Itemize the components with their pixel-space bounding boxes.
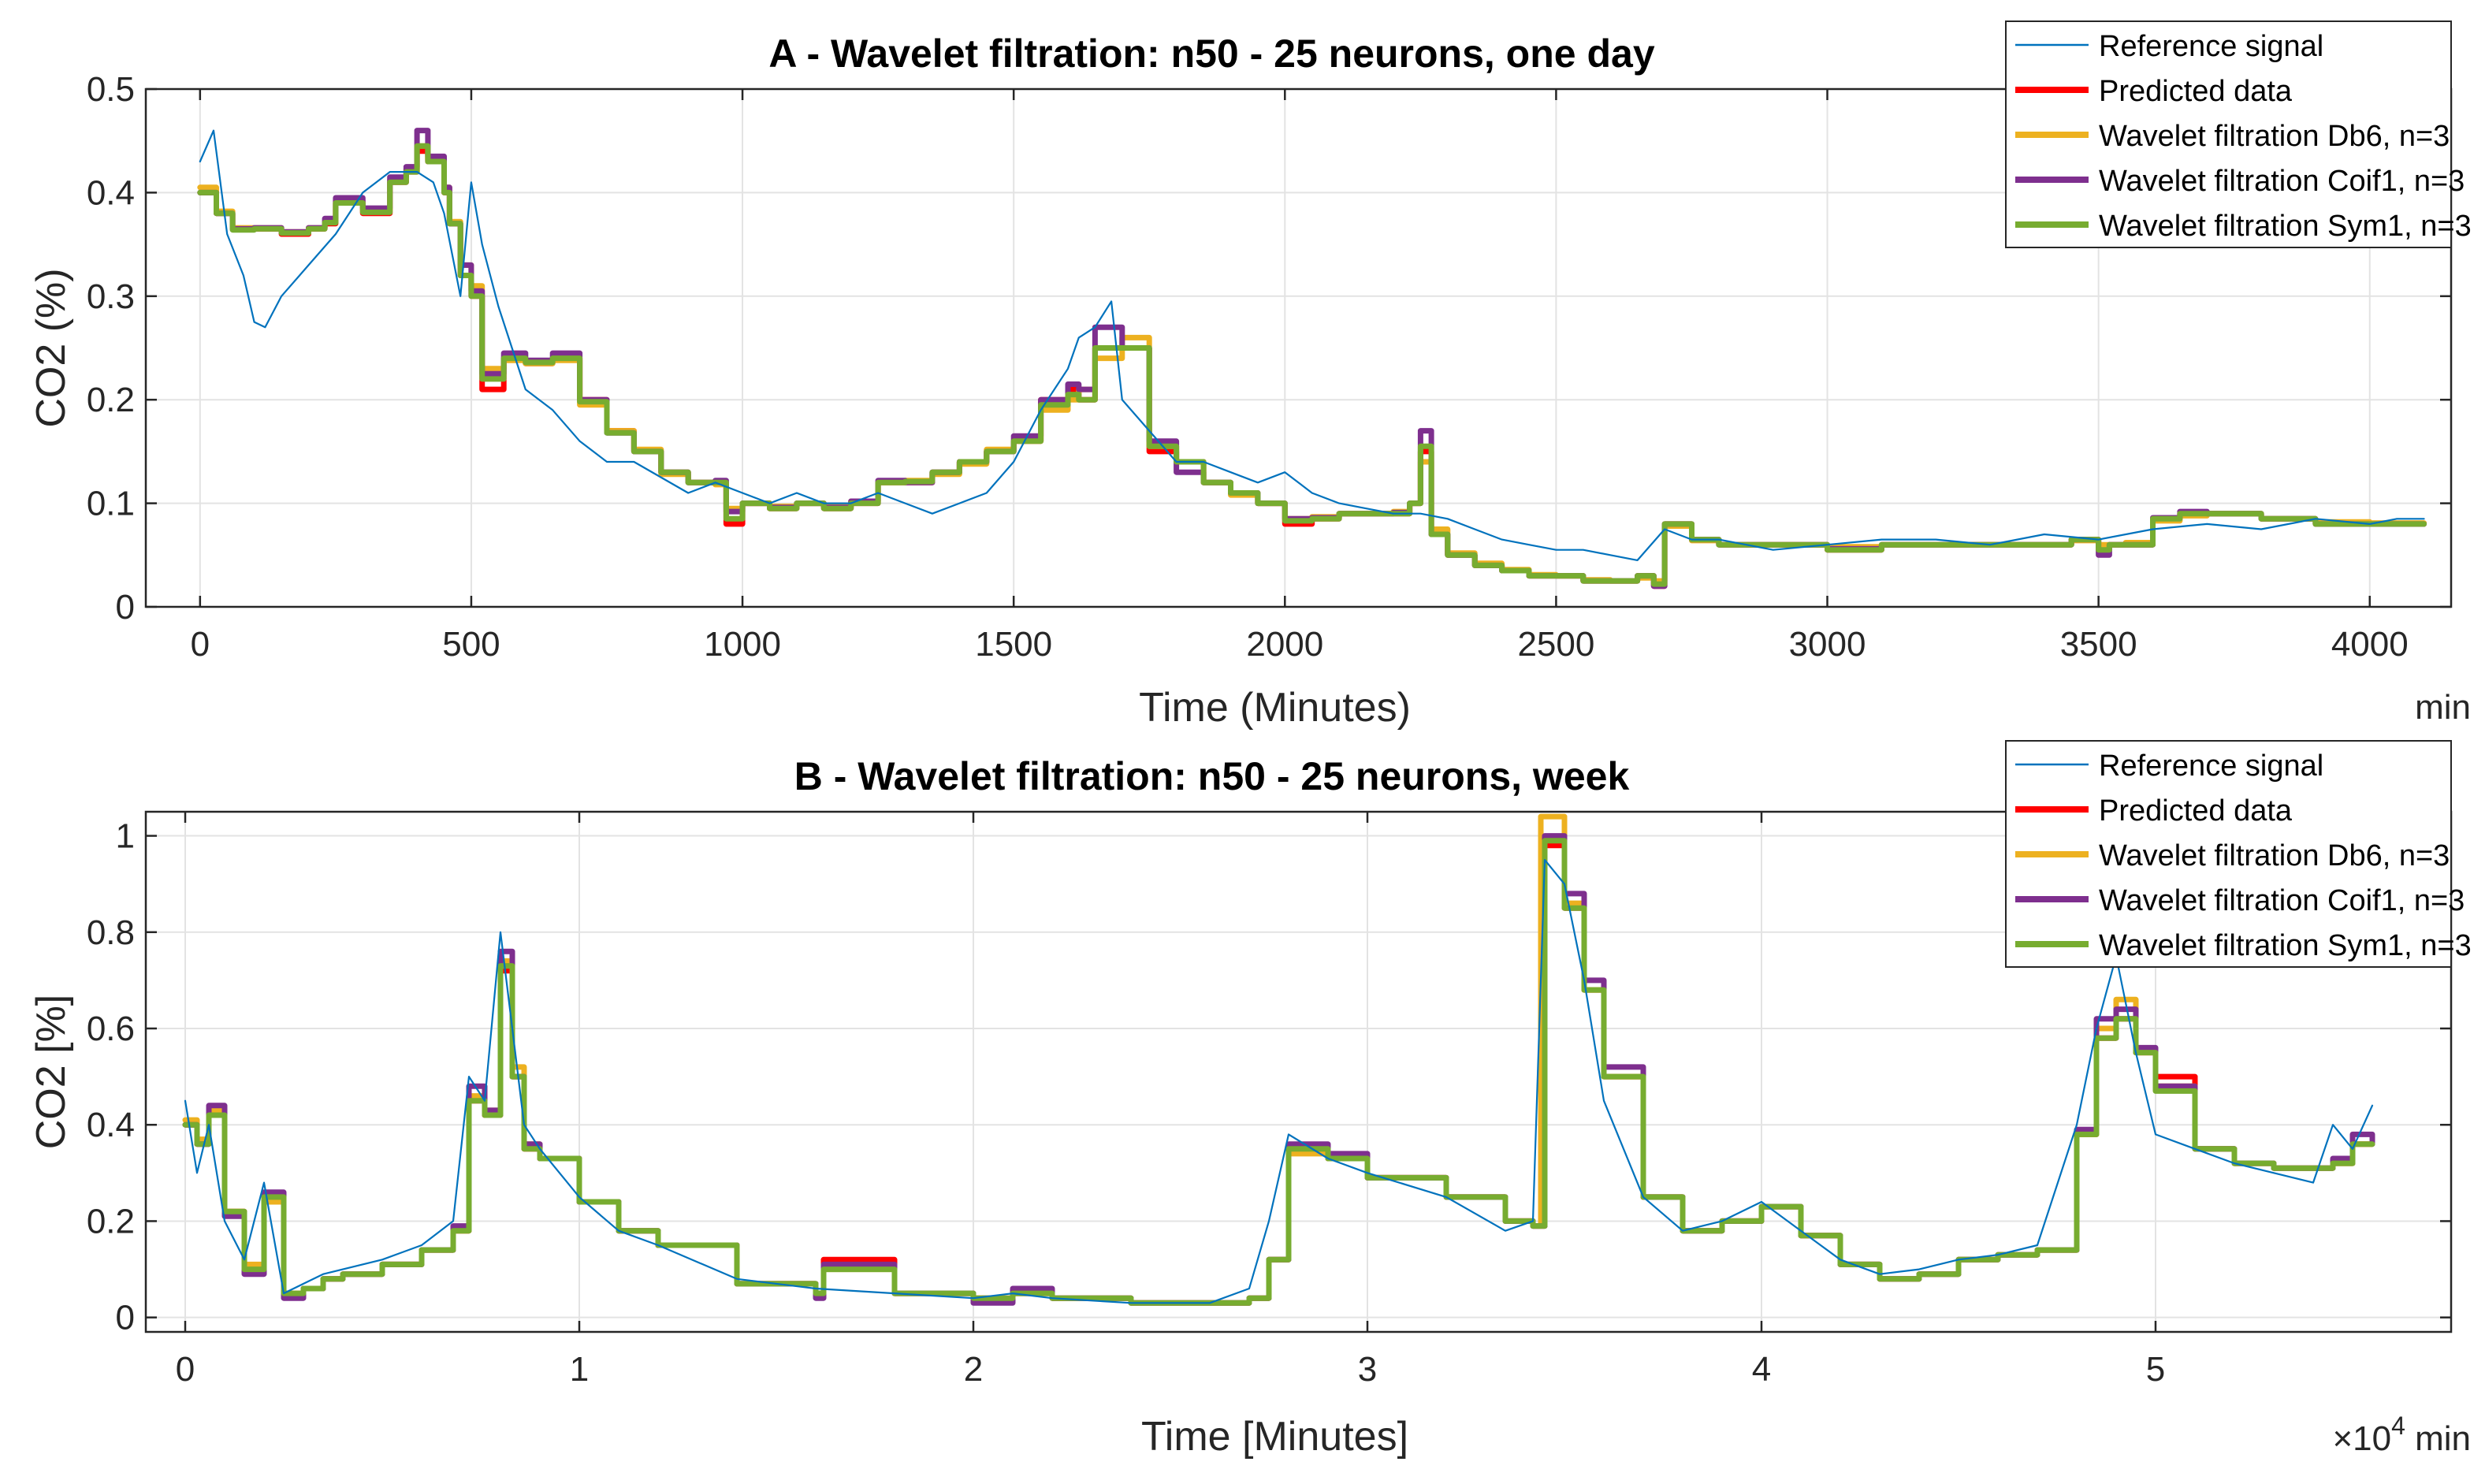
y-tick-label: 0.6 <box>87 1010 135 1048</box>
x-axis-unit: min <box>2415 688 2471 727</box>
x-tick-label: 5 <box>2146 1350 2165 1389</box>
axes-box <box>144 87 2453 608</box>
x-multiplier: ×10 <box>2332 1419 2391 1458</box>
y-tick-label: 0.4 <box>87 173 135 212</box>
y-tick-label: 0.3 <box>87 277 135 316</box>
legend-label: Wavelet filtration Coif1, n=3 <box>2099 165 2465 198</box>
subplot-a: 0 500 1000 1500 2000 2500 3000 3500 4000 0 0.1 0.2 0… <box>28 20 2472 731</box>
x-tick-label: 500 <box>442 625 500 664</box>
x-tick-label: 1 <box>570 1350 589 1389</box>
series-line <box>199 129 2425 561</box>
legend-label: Reference signal <box>2099 30 2323 63</box>
legend-label: Wavelet filtration Db6, n=3 <box>2099 120 2450 153</box>
y-tick-label: 0.2 <box>87 381 135 419</box>
x-multiplier-exp: 4 <box>2391 1411 2405 1440</box>
series-line <box>184 859 2374 1304</box>
data-area <box>197 128 2427 590</box>
legend: Reference signal Predicted data Wavelet fi… <box>2005 740 2472 968</box>
legend-label: Wavelet filtration Sym1, n=3 <box>2099 929 2472 962</box>
x-tick-label: 3500 <box>2060 625 2137 664</box>
x-tick-label: 2 <box>964 1350 983 1389</box>
axes-box <box>144 810 2453 1333</box>
y-tick-label: 0.2 <box>87 1202 135 1240</box>
y-tick-label: 0.4 <box>87 1106 135 1144</box>
x-tick-label: 4 <box>1752 1350 1771 1389</box>
legend-label: Wavelet filtration Db6, n=3 <box>2099 839 2450 872</box>
y-tick-label: 0.1 <box>87 485 135 523</box>
y-axis-label: CO2 [%] <box>28 995 74 1150</box>
subplot-b: 0 1 2 3 4 5 0 0.2 0.4 0.6 0.8 1 B - Wavelet filtrati… <box>28 740 2472 1460</box>
x-tick-label: 0 <box>176 1350 195 1389</box>
y-tick-label: 0 <box>116 588 135 627</box>
y-tick-label: 0.5 <box>87 70 135 109</box>
chart-title: B - Wavelet filtration: n50 - 25 neurons… <box>794 754 1630 798</box>
series-line <box>182 838 2375 1306</box>
x-tick-label: 4000 <box>2331 625 2409 664</box>
legend-label: Predicted data <box>2099 794 2293 828</box>
x-tick-label: 2500 <box>1517 625 1594 664</box>
x-tick-label: 1500 <box>975 625 1052 664</box>
y-tick-label: 0 <box>116 1299 135 1337</box>
y-axis-label: CO2 (%) <box>28 268 74 427</box>
legend-label: Predicted data <box>2099 75 2293 108</box>
x-axis-label: Time [Minutes] <box>1141 1414 1408 1460</box>
x-tick-label: 2000 <box>1246 625 1323 664</box>
x-axis-unit: ×104 min <box>2332 1411 2471 1458</box>
series-line <box>197 143 2427 587</box>
x-axis-label: Time (Minutes) <box>1139 685 1411 731</box>
y-tick-label: 1 <box>116 817 135 856</box>
x-tick-label: 3000 <box>1789 625 1866 664</box>
legend-label: Reference signal <box>2099 749 2323 783</box>
x-unit: min <box>2405 1419 2471 1458</box>
x-tick-label: 0 <box>191 625 210 664</box>
legend-label: Wavelet filtration Sym1, n=3 <box>2099 210 2472 243</box>
y-tick-label: 0.8 <box>87 913 135 952</box>
data-area <box>182 813 2375 1306</box>
x-tick-label: 1000 <box>704 625 781 664</box>
x-tick-label: 3 <box>1358 1350 1377 1389</box>
legend-label: Wavelet filtration Coif1, n=3 <box>2099 884 2465 917</box>
chart-title: A - Wavelet filtration: n50 - 25 neurons… <box>768 32 1654 76</box>
legend: Reference signal Predicted data Wavelet fi… <box>2005 20 2472 248</box>
